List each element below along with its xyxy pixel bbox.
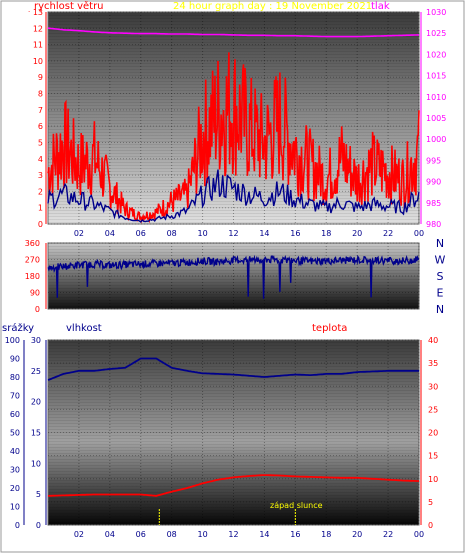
wind-speed-tick-9: 9 [38, 73, 43, 82]
wind-x-tick-10: 10 [197, 229, 207, 238]
wind-speed-tick-6: 6 [38, 122, 43, 131]
precip-tick-10: 10 [10, 503, 20, 512]
precip-tick-50: 50 [10, 429, 20, 438]
humidity-axis-title: vlhkost [66, 323, 102, 334]
wind-speed-tick-8: 8 [38, 90, 43, 99]
humidity-tick-20: 20 [31, 398, 41, 407]
wind-x-tick-20: 20 [352, 229, 362, 238]
temp-x-tick-06: 06 [136, 530, 146, 539]
wind-speed-axis-title: rychlost větru [34, 0, 104, 12]
precip-tick-70: 70 [10, 392, 20, 401]
wind-speed-tick-12: 12 [33, 24, 43, 33]
temp-x-tick-04: 04 [105, 530, 115, 539]
direction-degree-tick-360: 360 [25, 239, 40, 248]
pressure-tick-1005: 1005 [426, 114, 446, 123]
direction-degree-tick-180: 180 [25, 272, 40, 281]
pressure-tick-1020: 1020 [426, 50, 446, 59]
pressure-tick-1030: 1030 [426, 8, 446, 17]
wind-speed-unit-mark: · [28, 8, 30, 16]
direction-degree-tick-0: 0 [35, 305, 40, 314]
wind-speed-tick-7: 7 [38, 106, 43, 115]
temp-x-tick-02: 02 [74, 530, 84, 539]
wind-x-tick-12: 12 [228, 229, 238, 238]
wind-speed-tick-4: 4 [38, 155, 43, 164]
wind-x-tick-06: 06 [136, 229, 146, 238]
humidity-tick-15: 15 [31, 429, 41, 438]
temperature-tick-25: 25 [428, 405, 438, 414]
temperature-tick-35: 35 [428, 359, 438, 368]
pressure-tick-1010: 1010 [426, 93, 446, 102]
compass-label-4: N [436, 303, 444, 316]
compass-label-0: N [436, 237, 444, 250]
temp-x-tick-16: 16 [290, 530, 300, 539]
pressure-tick-1000: 1000 [426, 135, 446, 144]
wind-speed-tick-10: 10 [33, 57, 43, 66]
wind-speed-tick-5: 5 [38, 138, 43, 147]
precip-tick-40: 40 [10, 447, 20, 456]
wind-speed-tick-3: 3 [38, 171, 43, 180]
temp-x-tick-20: 20 [352, 530, 362, 539]
temperature-tick-0: 0 [428, 521, 433, 530]
temp-x-tick-00: 00 [414, 530, 424, 539]
temp-x-tick-22: 22 [383, 530, 393, 539]
wind-x-tick-22: 22 [383, 229, 393, 238]
humidity-tick-25: 25 [31, 367, 41, 376]
temperature-tick-30: 30 [428, 382, 438, 391]
temp-x-tick-14: 14 [259, 530, 269, 539]
pressure-tick-990: 990 [426, 178, 441, 187]
chart-title: 24 hour graph day : 19 November 2021 [173, 1, 372, 12]
compass-label-3: E [437, 287, 444, 300]
precip-tick-100: 100 [5, 336, 20, 345]
wind-x-tick-18: 18 [321, 229, 331, 238]
wind-x-tick-00: 00 [414, 229, 424, 238]
pressure-tick-1025: 1025 [426, 29, 446, 38]
humidity-tick-30: 30 [31, 336, 41, 345]
wind-x-tick-02: 02 [74, 229, 84, 238]
wind-speed-tick-1: 1 [38, 204, 43, 213]
compass-label-1: W [435, 254, 446, 267]
wind-speed-tick-2: 2 [38, 187, 43, 196]
temperature-tick-40: 40 [428, 336, 438, 345]
pressure-tick-985: 985 [426, 199, 441, 208]
precip-tick-30: 30 [10, 466, 20, 475]
temperature-axis-title: teplota [312, 323, 347, 334]
temperature-tick-10: 10 [428, 475, 438, 484]
wind-x-tick-14: 14 [259, 229, 269, 238]
temp-x-tick-12: 12 [228, 530, 238, 539]
temperature-tick-15: 15 [428, 452, 438, 461]
temp-x-tick-10: 10 [197, 530, 207, 539]
temperature-tick-5: 5 [428, 498, 433, 507]
temperature-tick-20: 20 [428, 429, 438, 438]
wind-speed-tick-11: 11 [33, 41, 43, 50]
temp-x-tick-08: 08 [167, 530, 177, 539]
compass-label-2: S [437, 270, 444, 283]
pressure-axis-title: tlak [371, 1, 390, 12]
temp-x-tick-18: 18 [321, 530, 331, 539]
direction-degree-tick-90: 90 [30, 289, 40, 298]
pressure-tick-995: 995 [426, 156, 441, 165]
precip-tick-0: 0 [15, 521, 20, 530]
precip-tick-80: 80 [10, 373, 20, 382]
humidity-tick-0: 0 [36, 521, 41, 530]
direction-degree-tick-270: 270 [25, 256, 40, 265]
wind-speed-tick-0: 0 [38, 220, 43, 229]
pressure-tick-1015: 1015 [426, 72, 446, 81]
pressure-tick-980: 980 [426, 220, 441, 229]
precipitation-axis-title: srážky [2, 322, 34, 334]
precip-tick-20: 20 [10, 484, 20, 493]
humidity-tick-5: 5 [36, 490, 41, 499]
humidity-tick-10: 10 [31, 459, 41, 468]
precip-tick-60: 60 [10, 410, 20, 419]
wind-x-tick-08: 08 [167, 229, 177, 238]
sunset-annotation: západ slunce [270, 501, 323, 510]
wind-x-tick-16: 16 [290, 229, 300, 238]
wind-x-tick-04: 04 [105, 229, 115, 238]
precip-tick-90: 90 [10, 355, 20, 364]
